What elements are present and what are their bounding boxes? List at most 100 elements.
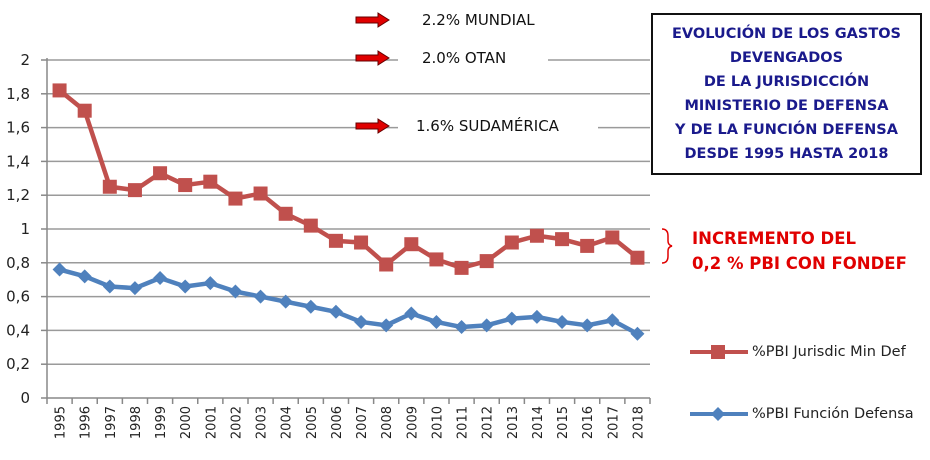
axes [46, 58, 650, 399]
chart-title-box: EVOLUCIÓN DE LOS GASTOS DEVENGADOS DE LA… [651, 13, 922, 175]
y-tick-label: 0,4 [6, 321, 30, 339]
data-point [429, 252, 444, 267]
y-tick-label: 0,6 [6, 288, 30, 306]
y-tick-label: 1,4 [6, 152, 30, 170]
data-point [454, 260, 469, 275]
data-point [630, 326, 645, 341]
data-point [605, 313, 620, 328]
data-point [52, 83, 67, 98]
x-tick-label: 2006 [330, 406, 345, 439]
data-point [102, 179, 117, 194]
series-line [58, 267, 639, 336]
title-line: MINISTERIO DE DEFENSA [684, 98, 889, 114]
data-point [303, 299, 318, 314]
x-axis-ticks: 1995 1996 1997 1998 1999 2000 2001 2002 2003 2004… [46, 398, 651, 439]
x-tick-label: 2004 [280, 406, 295, 439]
y-tick-label: 1,6 [6, 119, 30, 137]
red-arrow-right-icon [355, 50, 390, 66]
data-point [379, 318, 394, 333]
legend-label: %PBI Función Defensa [752, 406, 914, 422]
fondef-line: INCREMENTO DEL [692, 229, 857, 248]
x-tick-label: 2018 [631, 406, 646, 439]
x-tick-label: 2017 [606, 406, 621, 439]
y-tick-label: 1,8 [6, 85, 30, 103]
data-point [504, 311, 519, 326]
data-point [354, 314, 369, 329]
data-point [253, 289, 268, 304]
x-tick-label: 1998 [129, 406, 144, 439]
data-point [127, 281, 142, 296]
y-tick-label: 0,8 [6, 254, 30, 272]
fondef-line: 0,2 % PBI CON FONDEF [692, 254, 907, 273]
data-point [379, 257, 394, 272]
brace-path [661, 228, 673, 264]
red-arrow-right-icon [355, 12, 390, 28]
data-point [404, 306, 419, 321]
data-point [555, 232, 570, 247]
x-tick-label: 2003 [255, 406, 270, 439]
legend-item-jurisdic: %PBI Jurisdic Min Def [688, 336, 914, 368]
data-point [253, 186, 268, 201]
data-point [479, 254, 494, 269]
title-line: Y DE LA FUNCIÓN DEFENSA [675, 122, 898, 138]
data-point [454, 320, 469, 335]
data-point [52, 262, 67, 277]
diamond-marker-icon [690, 407, 748, 421]
y-tick-label: 0 [20, 389, 30, 407]
data-point [278, 206, 293, 221]
data-point [580, 238, 595, 253]
series-funcion-defensa [52, 262, 645, 341]
y-axis-ticks: 0 0,2 0,4 0,6 0,8 1 1,2 1,4 1,6 1,8 2 [6, 51, 47, 407]
data-point [354, 235, 369, 250]
data-point [328, 304, 343, 319]
annotation-label: 2.2% MUNDIAL [422, 11, 535, 29]
annotation-label: 2.0% OTAN [422, 49, 506, 67]
y-tick-label: 0,2 [6, 355, 30, 373]
title-line: DE LA JURISDICCIÓN [703, 74, 870, 90]
data-point [504, 235, 519, 250]
data-point [328, 233, 343, 248]
red-arrow-right-icon [355, 118, 390, 134]
data-point [555, 314, 570, 329]
y-tick-label: 1 [20, 220, 30, 238]
legend: %PBI Jurisdic Min Def %PBI Función Defen… [688, 336, 914, 460]
data-point [580, 318, 595, 333]
x-tick-label: 2000 [179, 406, 194, 439]
square-marker-icon [690, 345, 748, 359]
data-point [278, 294, 293, 309]
data-point [228, 284, 243, 299]
x-tick-label: 2007 [355, 406, 370, 439]
x-tick-label: 2011 [456, 406, 471, 439]
y-tick-label: 2 [20, 51, 30, 69]
x-tick-label: 2012 [481, 406, 496, 439]
data-point [529, 309, 544, 324]
brace-icon [661, 228, 673, 264]
data-point [529, 228, 544, 243]
data-point [303, 218, 318, 233]
legend-item-funcion: %PBI Función Defensa [688, 398, 914, 430]
data-point [77, 269, 92, 284]
data-point [102, 279, 117, 294]
data-point [203, 174, 218, 189]
fondef-annotation: INCREMENTO DEL 0,2 % PBI CON FONDEF [692, 226, 907, 276]
data-point [178, 178, 193, 193]
data-point [153, 166, 168, 181]
x-tick-label: 2001 [204, 406, 219, 439]
x-tick-label: 2009 [405, 406, 420, 439]
x-tick-label: 1999 [154, 406, 169, 439]
reference-annotations: 2.2% MUNDIAL 2.0% OTAN 1.6% SUDAMÉRICA [355, 11, 598, 137]
annotation-bg [398, 115, 598, 137]
series-layer [52, 83, 645, 341]
data-point [404, 237, 419, 252]
x-tick-label: 1995 [54, 406, 69, 439]
series-jurisdic-min-def [52, 83, 645, 275]
title-line: EVOLUCIÓN DE LOS GASTOS [672, 26, 901, 42]
title-line: DEVENGADOS [729, 50, 844, 66]
annotation-bg [398, 47, 548, 69]
data-point [228, 191, 243, 206]
annotation-label: 1.6% SUDAMÉRICA [416, 116, 560, 135]
x-tick-label: 1997 [104, 406, 119, 439]
annotation: 1.6% SUDAMÉRICA [355, 115, 598, 137]
x-tick-label: 2013 [506, 406, 521, 439]
